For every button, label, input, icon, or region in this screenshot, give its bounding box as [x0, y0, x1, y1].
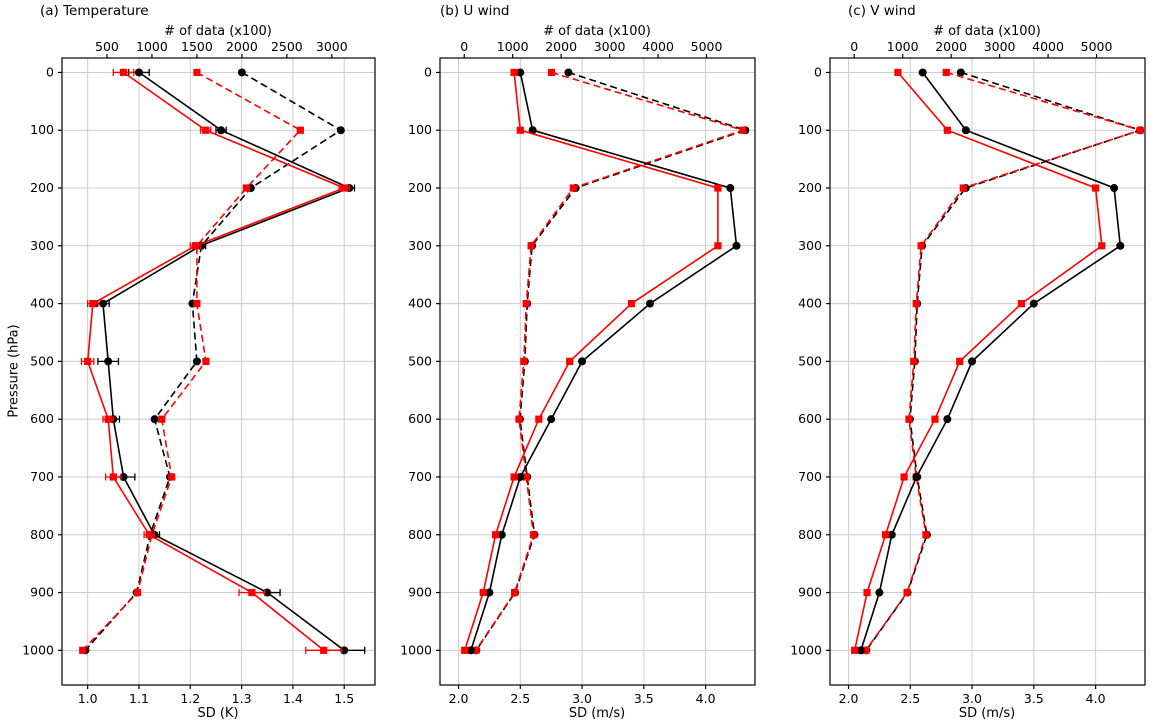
- series-sd-solid-red: [461, 68, 722, 654]
- series-sd-solid-red: [80, 68, 350, 654]
- svg-text:700: 700: [408, 469, 432, 484]
- svg-text:0: 0: [424, 64, 432, 79]
- svg-text:1.5: 1.5: [334, 691, 354, 706]
- svg-text:3000: 3000: [984, 39, 1016, 54]
- svg-text:1000: 1000: [136, 39, 168, 54]
- panel-a-title: (a) Temperature: [40, 3, 149, 19]
- svg-text:900: 900: [408, 585, 432, 600]
- svg-text:500: 500: [30, 353, 54, 368]
- panel-b-bottom-axis-label: SD (m/s): [568, 706, 626, 721]
- svg-text:1000: 1000: [400, 642, 432, 657]
- svg-text:800: 800: [798, 527, 822, 542]
- svg-text:0: 0: [850, 39, 858, 54]
- svg-text:1000: 1000: [887, 39, 919, 54]
- svg-text:4000: 4000: [642, 39, 674, 54]
- svg-text:5000: 5000: [691, 39, 723, 54]
- svg-text:0: 0: [46, 64, 54, 79]
- svg-text:800: 800: [408, 527, 432, 542]
- svg-text:1500: 1500: [181, 39, 213, 54]
- svg-text:3.0: 3.0: [962, 691, 982, 706]
- svg-text:3.5: 3.5: [1024, 691, 1044, 706]
- svg-text:5000: 5000: [1081, 39, 1113, 54]
- svg-text:500: 500: [408, 353, 432, 368]
- grid: [830, 58, 1145, 685]
- svg-text:900: 900: [30, 585, 54, 600]
- svg-text:100: 100: [30, 122, 54, 137]
- svg-text:2.0: 2.0: [839, 691, 859, 706]
- svg-text:3000: 3000: [316, 39, 348, 54]
- svg-text:700: 700: [30, 469, 54, 484]
- panel-a-bottom-axis-label: SD (K): [197, 706, 239, 721]
- panel-c-title: (c) V wind: [848, 3, 916, 19]
- svg-text:100: 100: [798, 122, 822, 137]
- svg-text:4.0: 4.0: [1086, 691, 1106, 706]
- svg-text:600: 600: [798, 411, 822, 426]
- panel-c: 2.0 2.5 3.0 3.5 4.0 0 1000 2000 3000 4000 5000 0 100…: [790, 39, 1146, 706]
- svg-text:1.1: 1.1: [129, 691, 149, 706]
- svg-text:1000: 1000: [22, 642, 54, 657]
- series-sd-solid-black: [856, 68, 1125, 655]
- axes: 2.0 2.5 3.0 3.5 4.0 0 1000 2000 3000 4000 5000 0 100…: [790, 39, 1112, 706]
- svg-text:100: 100: [408, 122, 432, 137]
- panel-b-top-axis-label: # of data (x100): [543, 24, 651, 39]
- svg-text:1000: 1000: [790, 642, 822, 657]
- panel-a-top-axis-label: # of data (x100): [164, 24, 272, 39]
- svg-text:200: 200: [798, 180, 822, 195]
- svg-text:300: 300: [30, 238, 54, 253]
- svg-text:3.5: 3.5: [634, 691, 654, 706]
- plot-frame: [439, 57, 756, 686]
- svg-text:200: 200: [30, 180, 54, 195]
- svg-text:800: 800: [30, 527, 54, 542]
- svg-text:4.0: 4.0: [696, 691, 716, 706]
- svg-text:0: 0: [814, 64, 822, 79]
- panel-b: 2.0 2.5 3.0 3.5 4.0 0 1000 2000 3000 4000 5000 0 100…: [400, 39, 756, 706]
- svg-text:500: 500: [95, 39, 119, 54]
- series-sd-solid-red: [851, 68, 1106, 654]
- svg-text:600: 600: [408, 411, 432, 426]
- svg-text:400: 400: [798, 296, 822, 311]
- svg-text:1.2: 1.2: [180, 691, 200, 706]
- svg-text:700: 700: [798, 469, 822, 484]
- svg-text:1000: 1000: [497, 39, 529, 54]
- series-ndata-dashed-red: [472, 68, 747, 654]
- svg-text:400: 400: [408, 296, 432, 311]
- svg-text:2.0: 2.0: [449, 691, 469, 706]
- svg-text:500: 500: [798, 353, 822, 368]
- svg-text:2.5: 2.5: [900, 691, 920, 706]
- panel-c-top-axis-label: # of data (x100): [933, 24, 1041, 39]
- svg-text:2500: 2500: [271, 39, 303, 54]
- y-axis-label: Pressure (hPa): [6, 324, 22, 418]
- svg-text:1.4: 1.4: [283, 691, 303, 706]
- svg-text:2000: 2000: [935, 39, 967, 54]
- plot-frame: [829, 57, 1146, 686]
- svg-text:400: 400: [30, 296, 54, 311]
- svg-text:2000: 2000: [545, 39, 577, 54]
- svg-text:4000: 4000: [1032, 39, 1064, 54]
- svg-text:200: 200: [408, 180, 432, 195]
- svg-text:900: 900: [798, 585, 822, 600]
- svg-text:0: 0: [460, 39, 468, 54]
- panel-c-bottom-axis-label: SD (m/s): [958, 706, 1016, 721]
- svg-text:300: 300: [408, 238, 432, 253]
- svg-text:600: 600: [30, 411, 54, 426]
- plot-frame: [61, 57, 376, 686]
- svg-text:2000: 2000: [226, 39, 258, 54]
- axes: 2.0 2.5 3.0 3.5 4.0 0 1000 2000 3000 4000 5000 0 100…: [400, 39, 722, 706]
- svg-text:1.0: 1.0: [78, 691, 98, 706]
- panel-b-title: (b) U wind: [440, 3, 510, 19]
- svg-text:3.0: 3.0: [572, 691, 592, 706]
- svg-text:3000: 3000: [594, 39, 626, 54]
- svg-text:2.5: 2.5: [510, 691, 530, 706]
- series-sd-solid-black: [466, 68, 741, 655]
- svg-text:1.3: 1.3: [232, 691, 252, 706]
- svg-text:300: 300: [798, 238, 822, 253]
